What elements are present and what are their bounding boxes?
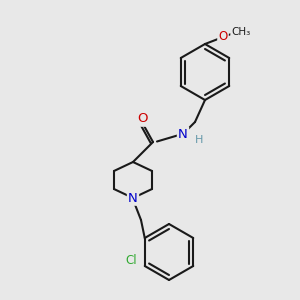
Text: CH₃: CH₃ — [231, 27, 250, 37]
Text: O: O — [218, 29, 228, 43]
Text: N: N — [128, 191, 138, 205]
Text: O: O — [138, 112, 148, 125]
Text: N: N — [178, 128, 188, 140]
Text: Cl: Cl — [125, 254, 136, 268]
Text: H: H — [195, 135, 203, 145]
